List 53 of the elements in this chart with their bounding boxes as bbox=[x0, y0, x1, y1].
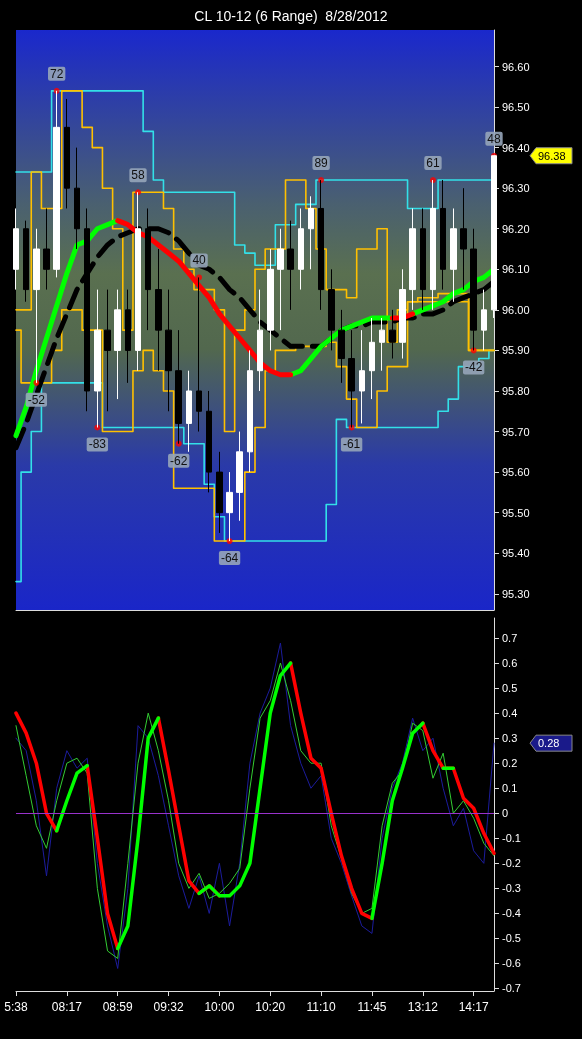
y-tick-label: 0.7 bbox=[502, 632, 518, 645]
x-tick-label: 13:12 bbox=[407, 1000, 439, 1014]
x-tick-label: 11:45 bbox=[357, 1000, 387, 1014]
y-tick-label: 95.90 bbox=[502, 344, 530, 357]
y-tick-label: 0 bbox=[502, 807, 509, 820]
y-tick-label: -0.7 bbox=[502, 982, 521, 995]
annotation: 61 bbox=[426, 156, 440, 171]
annotation: 89 bbox=[314, 156, 329, 171]
annotation: -83 bbox=[88, 437, 107, 452]
annotation: -52 bbox=[27, 392, 46, 407]
y-tick-label: 95.50 bbox=[502, 506, 530, 519]
annotation: -64 bbox=[220, 551, 239, 566]
y-tick-label: 95.40 bbox=[502, 547, 530, 560]
x-tick-label: 10:00 bbox=[204, 1000, 235, 1014]
x-tick-label: 10:20 bbox=[255, 1000, 286, 1014]
y-tick-label: 95.80 bbox=[502, 384, 530, 397]
x-tick-label: 5:38 bbox=[4, 1000, 28, 1014]
annotation: -61 bbox=[342, 437, 361, 452]
text: 96.38 bbox=[538, 149, 566, 162]
y-tick-label: 0.6 bbox=[502, 657, 518, 670]
y-tick-label: 0.2 bbox=[502, 757, 518, 770]
y-tick-label: 96.30 bbox=[502, 182, 530, 195]
y-tick-label: 0.5 bbox=[502, 682, 518, 695]
x-tick-label: 09:32 bbox=[153, 1000, 184, 1014]
annotation: 58 bbox=[131, 168, 146, 183]
y-tick-label: 95.70 bbox=[502, 425, 530, 438]
y-tick-label: 96.40 bbox=[502, 141, 530, 154]
y-tick-label: -0.3 bbox=[502, 882, 521, 895]
y-tick-label: 95.30 bbox=[502, 587, 530, 600]
y-tick-label: -0.5 bbox=[502, 932, 521, 945]
chart-title: CL 10-12 (6 Range) 8/28/2012 bbox=[194, 8, 388, 24]
y-tick-label: 96.50 bbox=[502, 101, 530, 114]
text: 0.28 bbox=[538, 737, 560, 750]
y-tick-label: -0.4 bbox=[502, 907, 521, 920]
y-tick-label: -0.2 bbox=[502, 857, 521, 870]
annotation: -62 bbox=[170, 453, 188, 468]
y-tick-label: -0.6 bbox=[502, 957, 521, 970]
x-tick-label: 11:10 bbox=[306, 1000, 336, 1014]
y-tick-label: 96.60 bbox=[502, 60, 530, 73]
y-tick-label: 96.00 bbox=[502, 303, 530, 316]
y-tick-label: 95.60 bbox=[502, 466, 530, 479]
x-tick-label: 14:17 bbox=[458, 1000, 489, 1014]
y-tick-label: -0.1 bbox=[502, 832, 521, 845]
x-tick-label: 08:17 bbox=[51, 1000, 83, 1014]
annotation: 48 bbox=[487, 131, 501, 146]
annotation: 72 bbox=[50, 66, 64, 81]
y-tick-label: 0.3 bbox=[502, 732, 518, 745]
y-tick-label: 0.1 bbox=[502, 782, 518, 795]
annotation: 40 bbox=[192, 253, 207, 268]
y-tick-label: 96.20 bbox=[502, 222, 530, 235]
y-tick-label: 96.10 bbox=[502, 263, 530, 276]
x-tick-label: 08:59 bbox=[102, 1000, 134, 1014]
y-tick-label: 0.4 bbox=[502, 707, 518, 720]
